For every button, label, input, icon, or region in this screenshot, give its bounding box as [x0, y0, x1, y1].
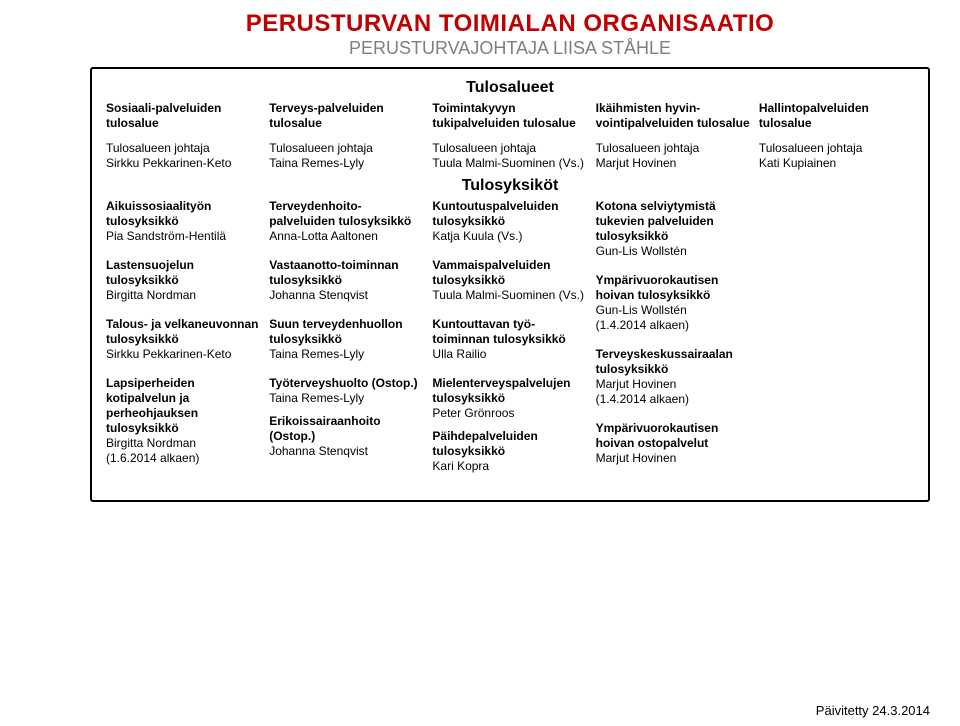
unit-title: Vastaanotto-toiminnan tulosyksikkö: [269, 258, 398, 287]
area-col: Tulosalueen johtajaTuula Malmi-Suominen …: [432, 141, 587, 181]
main-title: PERUSTURVAN TOIMIALAN ORGANISAATIO: [90, 10, 930, 38]
unit-person: Kari Kopra: [432, 459, 489, 473]
unit-cell: Kotona selviytymistä tukevien palveluide…: [596, 199, 751, 259]
areas-heading-row: Sosiaali-palveluiden tulosalue Terveys-p…: [106, 101, 914, 141]
units-col: Aikuissosiaalityön tulosyksikkö Pia Sand…: [106, 199, 261, 488]
unit-cell: Talous- ja velkaneuvonnan tulosyksikkö S…: [106, 317, 261, 362]
units-col: Terveydenhoito-palveluiden tulosyksikkö …: [269, 199, 424, 488]
area-col: Tulosalueen johtajaMarjut Hovinen: [596, 141, 751, 181]
area-leader: Tulosalueen johtajaMarjut Hovinen: [596, 141, 751, 171]
unit-cell: Päihdepalveluiden tulosyksikkö Kari Kopr…: [432, 429, 587, 474]
unit-title: Aikuissosiaalityön tulosyksikkö: [106, 199, 211, 228]
area-leader: Tulosalueen johtajaTuula Malmi-Suominen …: [432, 141, 587, 171]
area-heading: Sosiaali-palveluiden tulosalue: [106, 101, 221, 130]
unit-cell: Ympärivuorokautisen hoivan ostopalvelut …: [596, 421, 751, 466]
unit-cell: Terveydenhoito-palveluiden tulosyksikkö …: [269, 199, 424, 244]
unit-person: Katja Kuula (Vs.): [432, 229, 522, 243]
unit-person: Johanna Stenqvist: [269, 288, 368, 302]
unit-cell: Lapsiperheiden kotipalvelun ja perheohja…: [106, 376, 261, 466]
unit-person: Marjut Hovinen: [596, 451, 677, 465]
area-col: Tulosalueen johtajaTaina Remes-Lyly: [269, 141, 424, 181]
unit-title: Päihdepalveluiden tulosyksikkö: [432, 429, 537, 458]
area-col: Tulosalueen johtajaKati Kupiainen: [759, 141, 914, 181]
unit-title: Työterveyshuolto (Ostop.): [269, 376, 417, 390]
unit-cell: Kuntoutuspalveluiden tulosyksikkö Katja …: [432, 199, 587, 244]
area-col: Sosiaali-palveluiden tulosalue: [106, 101, 261, 141]
unit-title: Ympärivuorokautisen hoivan ostopalvelut: [596, 421, 719, 450]
unit-title: Erikoissairaanhoito (Ostop.): [269, 414, 380, 443]
area-leaders-row: Tulosalueen johtajaSirkku Pekkarinen-Ket…: [106, 141, 914, 181]
area-leader: Tulosalueen johtajaKati Kupiainen: [759, 141, 914, 171]
units-row: Aikuissosiaalityön tulosyksikkö Pia Sand…: [106, 199, 914, 488]
unit-person: Birgitta Nordman(1.6.2014 alkaen): [106, 436, 199, 465]
unit-person: Taina Remes-Lyly: [269, 391, 364, 405]
units-col-empty: [759, 199, 914, 488]
units-col: Kuntoutuspalveluiden tulosyksikkö Katja …: [432, 199, 587, 488]
unit-title: Mielenterveyspalvelujen tulosyksikkö: [432, 376, 570, 405]
unit-cell: Terveyskeskussairaalan tulosyksikkö Marj…: [596, 347, 751, 407]
unit-person: Pia Sandström-Hentilä: [106, 229, 226, 243]
units-col: Kotona selviytymistä tukevien palveluide…: [596, 199, 751, 488]
unit-person: Birgitta Nordman: [106, 288, 196, 302]
unit-cell: Lastensuojelun tulosyksikkö Birgitta Nor…: [106, 258, 261, 303]
area-col: Tulosalueen johtajaSirkku Pekkarinen-Ket…: [106, 141, 261, 181]
unit-cell: Erikoissairaanhoito (Ostop.) Johanna Ste…: [269, 414, 424, 459]
area-col: Hallintopalveluiden tulosalue: [759, 101, 914, 141]
area-col: Terveys-palveluiden tulosalue: [269, 101, 424, 141]
unit-title: Terveydenhoito-palveluiden tulosyksikkö: [269, 199, 411, 228]
area-leader: Tulosalueen johtajaTaina Remes-Lyly: [269, 141, 424, 171]
unit-title: Lastensuojelun tulosyksikkö: [106, 258, 194, 287]
unit-person: Gun-Lis Wollstén(1.4.2014 alkaen): [596, 303, 689, 332]
area-col: Ikäihmisten hyvin-vointipalveluiden tulo…: [596, 101, 751, 141]
area-heading: Toimintakyvyn tukipalveluiden tulosalue: [432, 101, 575, 130]
unit-title: Suun terveydenhuollon tulosyksikkö: [269, 317, 402, 346]
unit-person: Tuula Malmi-Suominen (Vs.): [432, 288, 584, 302]
unit-title: Kuntouttavan työ-toiminnan tulosyksikkö: [432, 317, 565, 346]
unit-person: Sirkku Pekkarinen-Keto: [106, 347, 231, 361]
unit-title: Vammaispalveluiden tulosyksikkö: [432, 258, 550, 287]
page: PERUSTURVAN TOIMIALAN ORGANISAATIO PERUS…: [0, 0, 960, 726]
unit-title: Lapsiperheiden kotipalvelun ja perheohja…: [106, 376, 198, 435]
area-heading: Hallintopalveluiden tulosalue: [759, 101, 869, 130]
unit-person: Ulla Railio: [432, 347, 486, 361]
unit-title: Terveyskeskussairaalan tulosyksikkö: [596, 347, 733, 376]
unit-cell: Kuntouttavan työ-toiminnan tulosyksikkö …: [432, 317, 587, 362]
footer-updated: Päivitetty 24.3.2014: [816, 703, 930, 718]
unit-cell: Vastaanotto-toiminnan tulosyksikkö Johan…: [269, 258, 424, 303]
unit-cell: Mielenterveyspalvelujen tulosyksikkö Pet…: [432, 376, 587, 421]
unit-person: Johanna Stenqvist: [269, 444, 368, 458]
unit-cell: Ympärivuorokautisen hoivan tulosyksikkö …: [596, 273, 751, 333]
unit-person: Peter Grönroos: [432, 406, 514, 420]
unit-cell: Työterveyshuolto (Ostop.) Taina Remes-Ly…: [269, 376, 424, 406]
unit-cell: Vammaispalveluiden tulosyksikkö Tuula Ma…: [432, 258, 587, 303]
unit-cell: Suun terveydenhuollon tulosyksikkö Taina…: [269, 317, 424, 362]
unit-title: Ympärivuorokautisen hoivan tulosyksikkö: [596, 273, 719, 302]
area-col: Toimintakyvyn tukipalveluiden tulosalue: [432, 101, 587, 141]
areas-band-label: Tulosalueet: [106, 79, 914, 97]
unit-title: Kotona selviytymistä tukevien palveluide…: [596, 199, 716, 243]
unit-person: Anna-Lotta Aaltonen: [269, 229, 378, 243]
area-heading: Ikäihmisten hyvin-vointipalveluiden tulo…: [596, 101, 750, 130]
subtitle: PERUSTURVAJOHTAJA LIISA STÅHLE: [90, 38, 930, 60]
area-leader: Tulosalueen johtajaSirkku Pekkarinen-Ket…: [106, 141, 261, 171]
unit-title: Kuntoutuspalveluiden tulosyksikkö: [432, 199, 558, 228]
unit-person: Taina Remes-Lyly: [269, 347, 364, 361]
unit-title: Talous- ja velkaneuvonnan tulosyksikkö: [106, 317, 258, 346]
unit-person: Gun-Lis Wollstén: [596, 244, 687, 258]
unit-cell: Aikuissosiaalityön tulosyksikkö Pia Sand…: [106, 199, 261, 244]
area-heading: Terveys-palveluiden tulosalue: [269, 101, 384, 130]
org-box: Tulosalueet Sosiaali-palveluiden tulosal…: [90, 67, 930, 502]
unit-person: Marjut Hovinen(1.4.2014 alkaen): [596, 377, 689, 406]
